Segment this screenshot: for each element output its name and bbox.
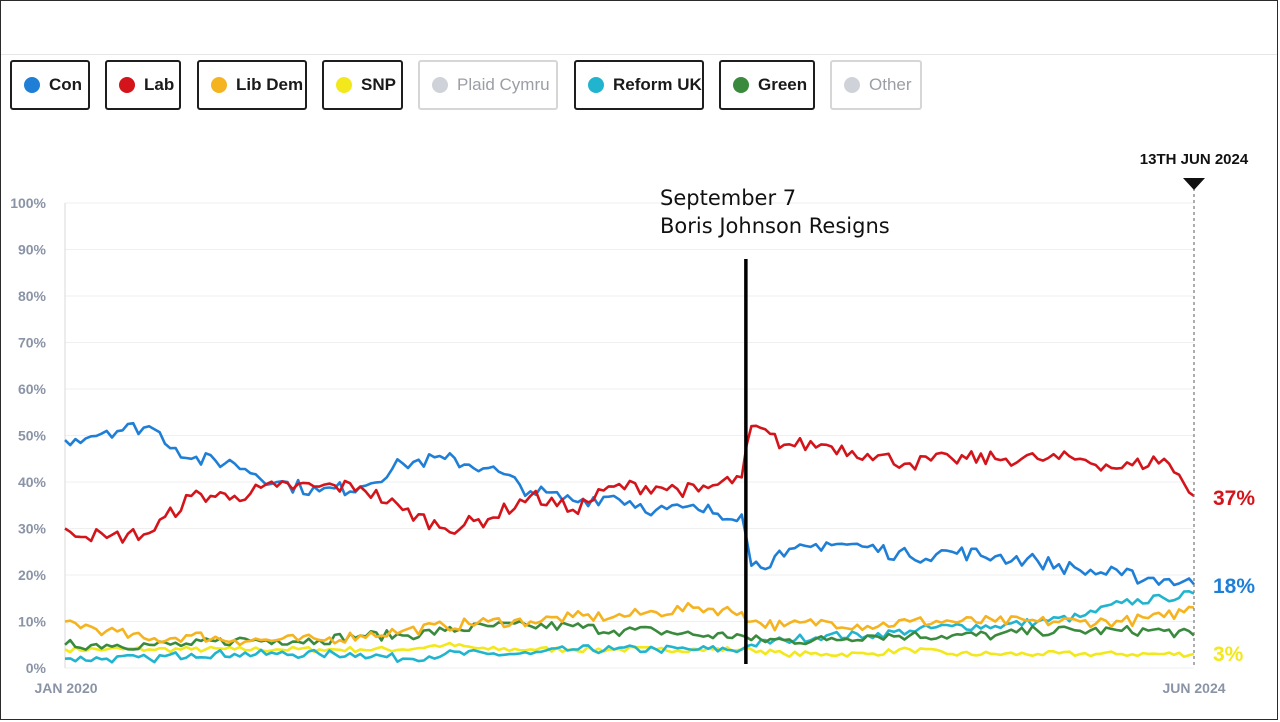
legend-dot-icon [432,77,448,93]
legend-dot-icon [844,77,860,93]
annotation-date: September 7 [660,186,797,210]
legend-dot-icon [588,77,604,93]
y-tick-label: 0% [26,660,47,676]
legend-button-plaid-cymru[interactable]: Plaid Cymru [418,60,558,110]
y-tick-label: 30% [18,521,47,537]
legend-label: Other [869,75,912,94]
legend-button-reform-uk[interactable]: Reform UK [574,60,704,110]
legend-dot-icon [336,77,352,93]
top-bar [1,1,1277,55]
y-tick-label: 40% [18,474,47,490]
annotation-text: September 7 Boris Johnson Resigns [660,184,890,240]
annotation-event: Boris Johnson Resigns [660,214,890,238]
legend-label: Reform UK [613,75,702,94]
legend-button-con[interactable]: Con [10,60,90,110]
legend-button-other[interactable]: Other [830,60,922,110]
legend-dot-icon [211,77,227,93]
y-tick-label: 70% [18,335,47,351]
legend-label: Plaid Cymru [457,75,550,94]
y-tick-label: 100% [10,195,46,211]
legend-label: SNP [361,75,396,94]
y-tick-label: 50% [18,428,47,444]
series-line-lib-dem [64,601,1195,647]
end-value-label: 3% [1213,643,1244,666]
y-tick-label: 10% [18,614,47,630]
legend-label: Con [49,75,83,94]
y-tick-label: 90% [18,242,47,258]
legend-dot-icon [24,77,40,93]
x-tick-label: JAN 2020 [34,680,97,696]
end-date-label: 13TH JUN 2024 [1140,151,1249,168]
legend-button-snp[interactable]: SNP [322,60,403,110]
legend-button-lib-dem[interactable]: Lib Dem [197,60,307,110]
legend-dot-icon [119,77,135,93]
legend-button-lab[interactable]: Lab [105,60,181,110]
end-value-label: 18% [1213,575,1255,598]
legend-dot-icon [733,77,749,93]
x-tick-label: JUN 2024 [1162,680,1225,696]
legend-label: Lab [144,75,175,94]
series-line-lab [64,424,1195,544]
end-value-label: 37% [1213,487,1255,510]
y-tick-label: 20% [18,567,47,583]
legend-label: Lib Dem [236,75,304,94]
series-line-reform-uk [64,590,1195,664]
legend-label: Green [758,75,808,94]
marker-triangle-icon [1183,178,1205,190]
series-line-con [64,421,1195,587]
y-tick-label: 80% [18,288,47,304]
y-tick-label: 60% [18,381,47,397]
legend-button-green[interactable]: Green [719,60,815,110]
